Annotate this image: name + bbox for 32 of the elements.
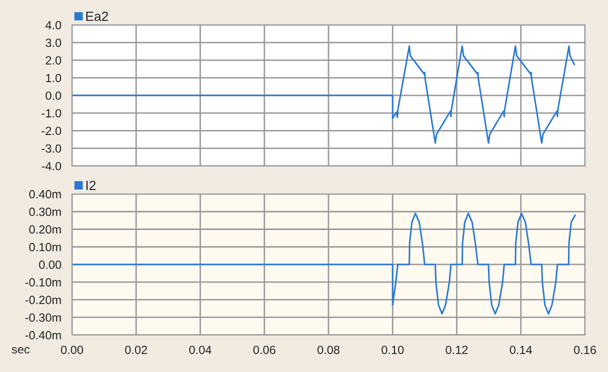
legend-label: Ea2 [86, 12, 108, 21]
x-tick-label: 0.04 [189, 346, 212, 354]
x-tick-label: 0.12 [446, 346, 468, 354]
y-tick-label: -0.20m [25, 296, 61, 304]
y-tick-label: 0.0 [46, 91, 62, 100]
line-series [72, 45, 576, 144]
x-tick-label: 0.10 [382, 346, 404, 354]
y-tick-label: 3.0 [46, 38, 62, 47]
line-series [72, 212, 576, 315]
legend-label: I2 [86, 180, 96, 190]
y-tick-label: 0.40m [29, 190, 61, 198]
y-tick-label: 0.20m [29, 225, 61, 234]
y-tick-label: 1.0 [46, 74, 62, 82]
y-tick-label: 0.00 [39, 260, 62, 269]
x-tick-label: 0.08 [317, 346, 340, 354]
x-tick-label: 0.02 [125, 346, 148, 354]
y-tick-label: -4.0 [42, 162, 62, 170]
y-tick-label: 0.30m [29, 208, 61, 216]
y-tick-label: 2.0 [46, 56, 62, 65]
y-tick-label: -3.0 [42, 144, 62, 153]
x-tick-label: 0.00 [60, 346, 84, 354]
x-axis-title: sec [12, 347, 30, 354]
x-tick-label: 0.14 [510, 346, 532, 354]
y-tick-label: -0.40m [25, 331, 61, 340]
y-tick-label: -2.0 [42, 126, 62, 136]
y-tick-label: 4.0 [45, 20, 62, 30]
y-tick-label: -0.30m [25, 313, 61, 322]
y-tick-label: -0.10m [25, 278, 61, 287]
x-tick-label: 0.16 [574, 346, 596, 354]
y-tick-label: -1.0 [42, 109, 62, 118]
y-tick-label: 0.10m [29, 242, 61, 252]
x-tick-label: 0.06 [253, 346, 276, 354]
